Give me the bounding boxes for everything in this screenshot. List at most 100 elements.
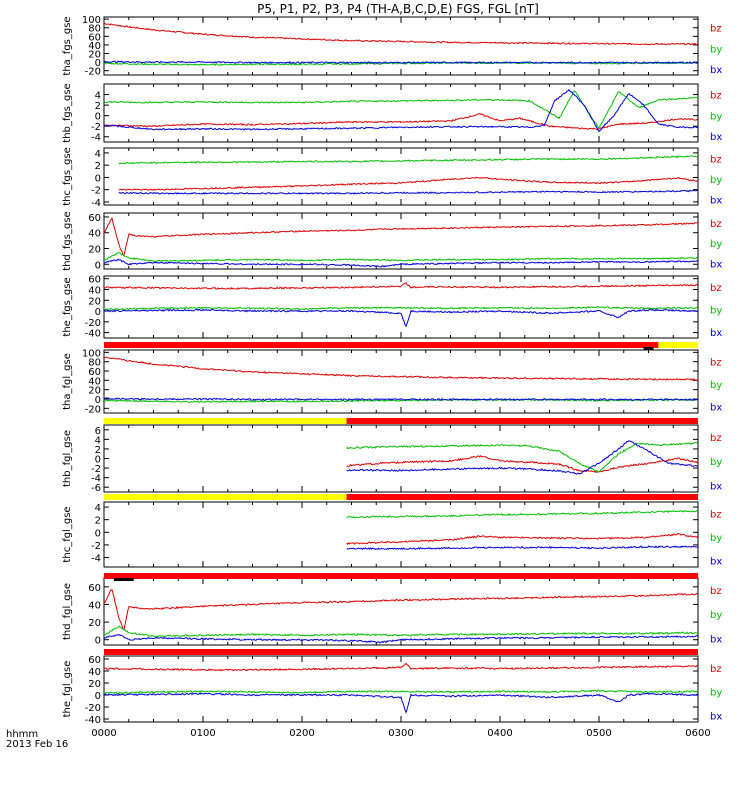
y-tick-label: 20 <box>88 244 101 255</box>
y-tick-label: 4 <box>95 503 101 514</box>
y-tick-label: -4 <box>91 133 101 144</box>
series-line-bx <box>104 633 698 644</box>
legend-bx: bx <box>710 195 722 206</box>
series-line-bx <box>104 60 698 65</box>
y-tick-label: 20 <box>88 386 101 397</box>
legend-bz: bz <box>710 154 722 165</box>
panel-frame <box>103 16 699 76</box>
x-tick-label: 0500 <box>586 728 611 739</box>
y-tick-label: -2 <box>91 541 101 552</box>
series-line-bz <box>346 532 698 546</box>
series-line-bx <box>104 258 698 268</box>
x-tick-label: 0300 <box>388 728 413 739</box>
y-tick-label: -2 <box>91 464 101 475</box>
mode-bar <box>104 573 698 581</box>
legend-by: by <box>710 239 722 250</box>
y-tick-label: -6 <box>91 483 101 494</box>
series-line-by <box>104 689 698 695</box>
y-tick-label: 40 <box>88 376 101 387</box>
x-tick-label: 0400 <box>487 728 512 739</box>
y-tick-label: -4 <box>91 198 101 209</box>
x-axis-label-hhmm: hhmm <box>6 729 38 740</box>
y-tick-label: 60 <box>88 655 101 666</box>
legend-bx: bx <box>710 403 722 414</box>
y-axis-label: tha_fgs_gse <box>62 16 73 75</box>
series-line-bx <box>104 692 698 714</box>
series-line-bz <box>104 356 698 381</box>
y-tick-label: 0 <box>95 395 101 406</box>
y-tick-label: 60 <box>88 213 101 224</box>
y-tick-label: -2 <box>91 122 101 133</box>
legend-bx: bx <box>710 65 722 76</box>
legend-bz: bz <box>710 433 722 444</box>
series-line-bz <box>104 589 698 631</box>
y-tick-label: 80 <box>88 358 101 369</box>
x-tick-label: 0600 <box>685 728 710 739</box>
y-tick-label: 0 <box>95 455 101 466</box>
legend-bx: bx <box>710 557 722 568</box>
y-tick-label: 0 <box>95 528 101 539</box>
y-tick-label: 100 <box>82 15 101 26</box>
series-line-bz <box>346 455 698 473</box>
panel-frame <box>103 83 699 143</box>
y-tick-label: 60 <box>88 275 101 286</box>
mode-bar-segment <box>346 418 698 424</box>
y-tick-label: -40 <box>85 715 101 726</box>
y-tick-label: -4 <box>91 474 101 485</box>
series-line-by <box>104 90 698 129</box>
series-line-bx <box>118 189 698 195</box>
legend-bx: bx <box>710 132 722 143</box>
mode-bar <box>104 494 698 500</box>
legend-bz: bz <box>710 283 722 294</box>
panel-frame <box>103 147 699 206</box>
y-tick-label: 40 <box>88 667 101 678</box>
y-tick-label: 60 <box>88 32 101 43</box>
y-axis-label: thc_fgl_gse <box>62 506 73 562</box>
y-tick-label: -20 <box>85 67 101 78</box>
y-tick-label: 2 <box>95 516 101 527</box>
legend-bz: bz <box>710 586 722 597</box>
series-line-bz <box>104 23 698 46</box>
panel-thc_fgl_gse: -4 -2 02 4 thc_fgl_gse bz by bx <box>62 501 722 568</box>
y-tick-label: 6 <box>95 426 101 437</box>
series-line-bz <box>118 176 698 191</box>
mode-bar <box>104 418 698 424</box>
legend-bx: bx <box>710 259 722 270</box>
y-axis-label: thb_fgs_gse <box>62 83 73 142</box>
y-tick-label: 0 <box>95 58 101 69</box>
legend-bz: bz <box>710 510 722 521</box>
y-tick-label: -20 <box>85 318 101 329</box>
y-axis-label: thb_fgl_gse <box>62 430 73 487</box>
y-tick-label: 20 <box>88 50 101 61</box>
y-tick-label: 60 <box>88 367 101 378</box>
series-line-bx <box>346 440 698 475</box>
series-line-bx <box>346 545 698 551</box>
y-tick-label: 4 <box>95 435 101 446</box>
y-tick-label: -2 <box>91 186 101 197</box>
panel-frame <box>103 655 699 723</box>
y-axis-label: the_fgl_gse <box>62 661 73 718</box>
plot-title: P5, P1, P2, P3, P4 (TH-A,B,C,D,E) FGS, F… <box>257 2 539 16</box>
series-line-bz <box>104 662 698 672</box>
mode-bar-mark <box>113 578 134 581</box>
mode-bar <box>104 649 698 655</box>
legend-bz: bz <box>710 23 722 34</box>
legend-bz: bz <box>710 357 722 368</box>
y-tick-label: 40 <box>88 41 101 52</box>
series-line-bx <box>104 308 698 328</box>
mode-bar-segment <box>104 494 347 500</box>
legend-by: by <box>710 688 722 699</box>
legend-by: by <box>710 111 722 122</box>
x-tick-label: 0200 <box>289 728 314 739</box>
y-axis-label: thc_fgs_gse <box>62 147 73 206</box>
y-tick-label: -20 <box>85 703 101 714</box>
legend-by: by <box>710 380 722 391</box>
series-line-bz <box>104 282 698 290</box>
y-tick-label: -20 <box>85 404 101 415</box>
y-tick-label: 0 <box>95 691 101 702</box>
y-tick-label: 0 <box>95 112 101 123</box>
